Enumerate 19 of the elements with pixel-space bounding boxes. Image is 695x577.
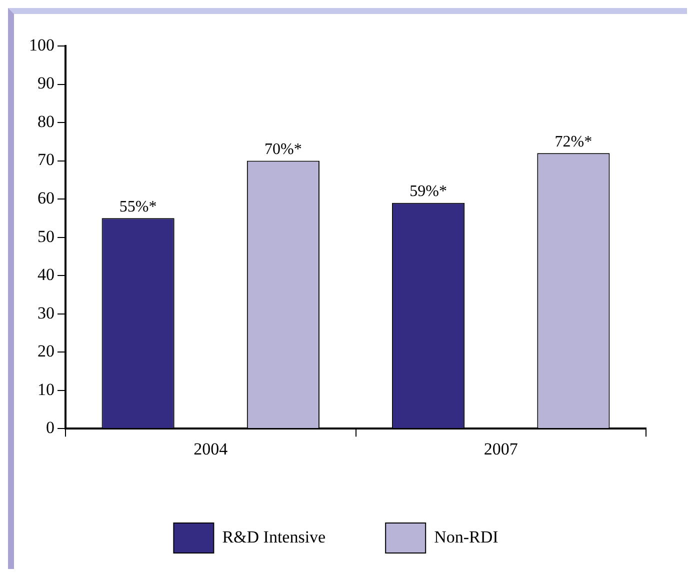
data-label: 59%* bbox=[410, 183, 447, 200]
legend-label: R&D Intensive bbox=[222, 527, 326, 546]
y-tick-label: 0 bbox=[46, 418, 54, 438]
data-label: 70%* bbox=[264, 140, 302, 158]
y-tick-label: 10 bbox=[38, 380, 54, 399]
legend-label: Non-RDI bbox=[434, 527, 499, 546]
y-tick-label: 20 bbox=[38, 342, 54, 361]
y-tick-label: 90 bbox=[38, 74, 54, 93]
y-tick-label: 50 bbox=[38, 226, 54, 246]
y-tick-label: 80 bbox=[38, 112, 54, 131]
y-tick-label: 30 bbox=[38, 303, 54, 322]
data-label: 55%* bbox=[119, 198, 157, 216]
x-tick-label: 2004 bbox=[194, 439, 228, 458]
y-tick-label: 100 bbox=[29, 35, 54, 54]
y-tick-label: 60 bbox=[38, 188, 54, 208]
y-tick-label: 40 bbox=[38, 265, 54, 284]
x-tick-label: 2007 bbox=[484, 439, 518, 458]
y-tick-label: 70 bbox=[38, 150, 54, 170]
data-label: 72%* bbox=[554, 133, 592, 150]
